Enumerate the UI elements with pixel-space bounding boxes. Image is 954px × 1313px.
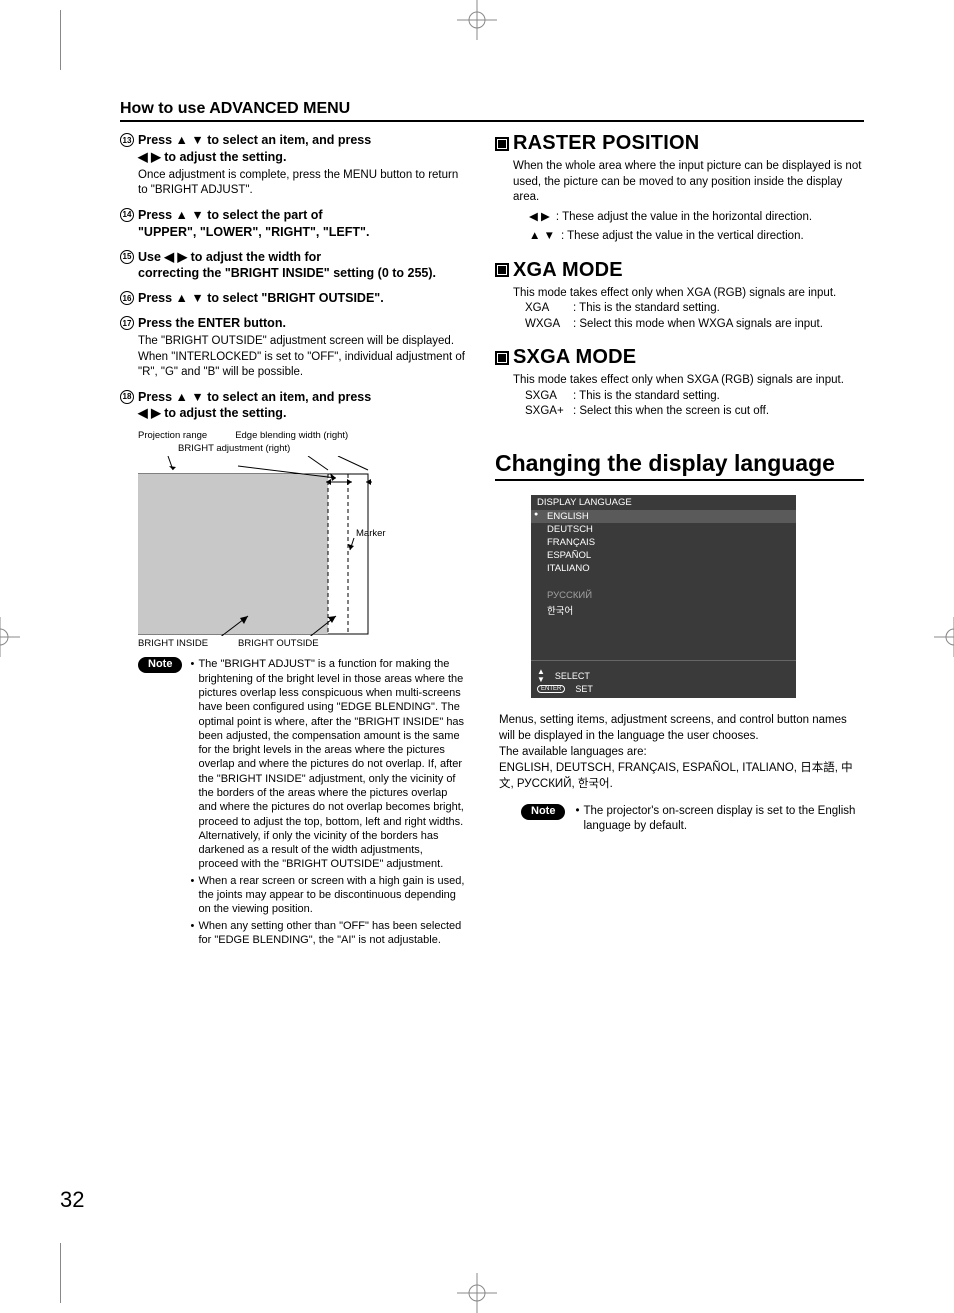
step-13-head: Press ▲ ▼ to select an item, and press ◀… — [138, 132, 371, 166]
crop-line — [60, 10, 61, 70]
up-down-arrow-icon: ▲▼ — [537, 668, 545, 684]
sxga-mode-body: This mode takes effect only when SXGA (R… — [513, 373, 864, 420]
step-14-head: Press ▲ ▼ to select the part of "UPPER",… — [138, 207, 369, 241]
up-down-arrow-icon: ▲ ▼ — [176, 390, 204, 404]
step-17-head: Press the ENTER button. — [138, 315, 286, 332]
up-down-arrow-icon: ▲ ▼ — [176, 291, 204, 305]
enter-key-icon: ENTER — [537, 685, 565, 693]
left-right-arrow-icon: ◀ ▶ — [138, 150, 161, 164]
step-13-body: Once adjustment is complete, press the M… — [138, 168, 465, 199]
diagram-marker-label: Marker — [356, 528, 386, 539]
step-15-head: Use ◀ ▶ to adjust the width for correcti… — [138, 249, 436, 283]
note-label: Note — [138, 657, 182, 673]
display-language-title: Changing the display language — [495, 450, 864, 481]
step-18-head: Press ▲ ▼ to select an item, and press ◀… — [138, 389, 371, 423]
diagram-label-edge-blend: Edge blending width (right) — [235, 430, 348, 441]
xga-mode-title: XGA MODE — [495, 259, 864, 282]
note-right: Note The projector's on-screen display i… — [521, 804, 864, 836]
section-title: How to use ADVANCED MENU — [120, 100, 864, 122]
note-item: The "BRIGHT ADJUST" is a function for ma… — [190, 657, 465, 871]
left-column: 13 Press ▲ ▼ to select an item, and pres… — [120, 132, 465, 949]
step-16: 16 Press ▲ ▼ to select "BRIGHT OUTSIDE". — [120, 290, 465, 307]
sxga-mode-title: SXGA MODE — [495, 346, 864, 369]
note-list: The projector's on-screen display is set… — [575, 804, 864, 836]
raster-position-body: When the whole area where the input pict… — [513, 159, 864, 245]
step-14: 14 Press ▲ ▼ to select the part of "UPPE… — [120, 207, 465, 241]
up-down-arrow-icon: ▲ ▼ — [176, 133, 204, 147]
square-bullet-icon — [495, 137, 509, 151]
step-18: 18 Press ▲ ▼ to select an item, and pres… — [120, 389, 465, 423]
two-column-layout: 13 Press ▲ ▼ to select an item, and pres… — [120, 132, 864, 949]
page: How to use ADVANCED MENU 13 Press ▲ ▼ to… — [0, 0, 954, 1273]
step-num-15: 15 — [120, 250, 134, 264]
diagram-label-bright-adj: BRIGHT adjustment (right) — [178, 443, 465, 454]
note-item: When any setting other than "OFF" has be… — [190, 919, 465, 948]
menu-row: ITALIANO — [531, 562, 796, 575]
step-num-18: 18 — [120, 390, 134, 404]
step-17-body: The "BRIGHT OUTSIDE" adjustment screen w… — [138, 334, 465, 381]
step-num-14: 14 — [120, 208, 134, 222]
crop-mark-bottom — [457, 1273, 497, 1313]
display-language-desc: Menus, setting items, adjustment screens… — [499, 712, 864, 792]
menu-row: DEUTSCH — [531, 523, 796, 536]
step-num-17: 17 — [120, 316, 134, 330]
menu-row: 한국어 — [531, 602, 796, 618]
step-num-13: 13 — [120, 133, 134, 147]
note-list: The "BRIGHT ADJUST" is a function for ma… — [190, 657, 465, 949]
bright-adjust-diagram: Projection range Edge blending width (ri… — [138, 430, 465, 649]
menu-footer: ▲▼SELECT ENTERSET — [531, 664, 796, 698]
up-down-arrow-icon: ▲ ▼ — [529, 229, 555, 245]
menu-header: DISPLAY LANGUAGE — [531, 495, 796, 510]
crop-mark-left — [0, 617, 20, 657]
display-language-menu: DISPLAY LANGUAGE ENGLISH DEUTSCH FRANÇAI… — [531, 495, 864, 698]
step-17: 17 Press the ENTER button. The "BRIGHT O… — [120, 315, 465, 380]
step-15: 15 Use ◀ ▶ to adjust the width for corre… — [120, 249, 465, 283]
right-column: RASTER POSITION When the whole area wher… — [495, 132, 864, 949]
square-bullet-icon — [495, 351, 509, 365]
up-down-arrow-icon: ▲ ▼ — [176, 208, 204, 222]
diagram-label-bright-outside: BRIGHT OUTSIDE — [238, 638, 319, 649]
crop-mark-right — [934, 617, 954, 657]
menu-row: ESPAÑOL — [531, 549, 796, 562]
menu-row: FRANÇAIS — [531, 536, 796, 549]
page-number: 32 — [60, 1187, 84, 1213]
left-right-arrow-icon: ◀ ▶ — [164, 250, 187, 264]
crop-line — [60, 1243, 61, 1303]
square-bullet-icon — [495, 263, 509, 277]
note-left: Note The "BRIGHT ADJUST" is a function f… — [138, 657, 465, 949]
diagram-label-proj-range: Projection range — [138, 430, 207, 441]
left-right-arrow-icon: ◀ ▶ — [529, 210, 550, 226]
note-item: The projector's on-screen display is set… — [575, 804, 864, 834]
step-13: 13 Press ▲ ▼ to select an item, and pres… — [120, 132, 465, 199]
step-16-head: Press ▲ ▼ to select "BRIGHT OUTSIDE". — [138, 290, 384, 307]
raster-position-title: RASTER POSITION — [495, 132, 864, 155]
crop-mark-top — [457, 0, 497, 40]
diagram-label-bright-inside: BRIGHT INSIDE — [138, 638, 208, 649]
diagram-svg: Marker — [138, 456, 388, 636]
menu-blank-row — [531, 632, 796, 646]
note-item: When a rear screen or screen with a high… — [190, 874, 465, 917]
step-num-16: 16 — [120, 291, 134, 305]
menu-selected-row: ENGLISH — [531, 510, 796, 523]
note-label: Note — [521, 804, 565, 820]
left-right-arrow-icon: ◀ ▶ — [138, 406, 161, 420]
menu-row: РУССКИЙ — [531, 589, 796, 602]
menu-blank-row — [531, 646, 796, 660]
xga-mode-body: This mode takes effect only when XGA (RG… — [513, 286, 864, 333]
menu-blank-row — [531, 618, 796, 632]
menu-blank-row — [531, 575, 796, 589]
